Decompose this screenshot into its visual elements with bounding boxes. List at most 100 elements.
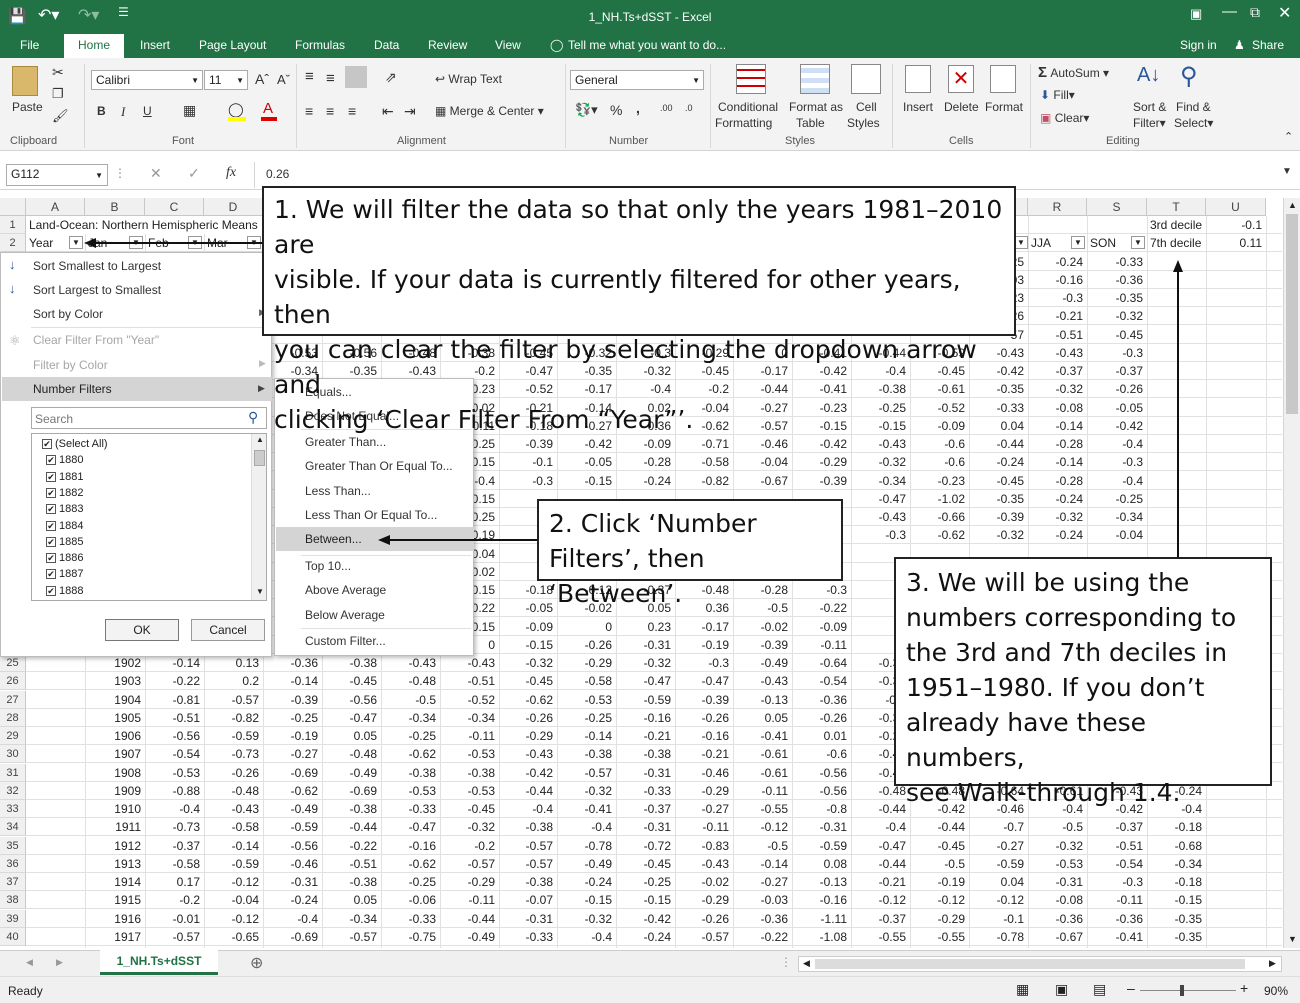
filter-ok-button[interactable]: OK [105,619,179,641]
cell[interactable]: -0.57 [467,856,495,871]
cell[interactable]: 0 [781,345,788,360]
cell[interactable]: -0.7 [1003,820,1024,835]
cell[interactable]: 0.05 [764,710,788,725]
cell[interactable]: -0.4 [885,364,906,378]
cell[interactable]: -0.26 [1115,382,1143,397]
cell[interactable]: -0.45 [525,674,553,689]
cell[interactable]: -0.29 [701,783,729,798]
cell[interactable]: -0.48 [878,783,906,798]
format-cells-button[interactable]: Format [985,100,1024,114]
cell[interactable]: -0.39 [525,437,553,451]
expand-formula-icon[interactable]: ▼ [1282,166,1292,177]
cell[interactable]: -0.62 [525,692,553,707]
cell[interactable]: -0.34 [878,473,906,488]
bold-button[interactable]: B [97,104,106,118]
cell[interactable]: -0.43 [408,364,436,378]
number-format-box[interactable]: General ▼ [570,70,704,90]
cell[interactable]: -0.37 [878,911,906,926]
checkbox-icon[interactable]: ✔ [46,504,56,515]
cell[interactable]: -0.11 [702,820,729,835]
cell[interactable]: -0.2 [474,364,495,378]
cell[interactable]: -0.58 [231,820,259,835]
cell[interactable]: -0.17 [701,619,729,634]
cell[interactable]: -0.49 [349,765,377,780]
cell[interactable]: -0.38 [584,747,612,762]
cell[interactable]: 0.11 [1239,236,1262,251]
cell[interactable]: 0.04 [1000,875,1024,889]
cell[interactable]: -0.52 [467,692,495,707]
cell[interactable]: 3rd decile [1150,218,1203,232]
cell[interactable]: -0.35 [1115,291,1143,305]
cell[interactable]: -0.44 [760,382,788,397]
less-than-item[interactable]: Less Than... [305,484,371,498]
cell-styles-label2[interactable]: Styles [847,116,880,130]
cell[interactable]: -0.02 [760,619,788,634]
cell[interactable]: -0.19 [290,729,318,743]
cell[interactable]: -0.43 [760,674,788,689]
cell[interactable]: -0.12 [760,820,788,835]
cell[interactable]: -0.62 [701,418,729,433]
cell[interactable]: -0.14 [1055,418,1083,433]
restore-icon[interactable]: ⧉ [1250,4,1260,20]
cell[interactable]: -0.34 [349,911,377,926]
sort-by-color-item[interactable]: Sort by Color [33,307,104,321]
cell[interactable]: -0.71 [701,437,729,451]
cell[interactable]: -0.42 [819,437,847,451]
cell[interactable]: -0.45 [937,364,965,378]
undo-icon[interactable]: ↶▾ [38,7,60,24]
cell[interactable]: -0.44 [878,802,906,816]
cell[interactable]: 1914 [114,875,141,889]
tell-me-box[interactable]: Tell me what you want to do... [568,38,727,52]
filter-dropdown-icon[interactable]: ▼ [1014,236,1028,250]
cell[interactable]: -0.12 [231,911,259,926]
cell[interactable]: -0.4 [650,382,671,397]
font-color-icon[interactable]: A [263,100,274,117]
cell[interactable]: -0.25 [1115,491,1143,506]
cell[interactable]: -0.02 [584,601,612,616]
cell[interactable]: -0.3 [650,345,671,360]
cell[interactable]: -0.67 [760,473,788,488]
cell[interactable]: -0.55 [878,929,906,944]
greater-than-or-equal-item[interactable]: Greater Than Or Equal To... [305,459,453,473]
cell[interactable]: -0.38 [349,802,377,816]
shrink-font-icon[interactable]: Aˇ [277,72,290,87]
filter-list-item[interactable]: ✔ 1882 [46,487,83,499]
cell[interactable]: -0.13 [760,692,788,707]
cell[interactable]: -0.18 [525,583,553,597]
cell[interactable]: -0.42 [643,911,671,926]
cell[interactable]: -0.51 [172,710,200,725]
cell[interactable]: -0.56 [819,783,847,798]
cell[interactable]: -0.38 [349,656,377,670]
cell[interactable]: 1905 [114,710,141,725]
align-bottom-icon[interactable] [345,66,367,88]
cell[interactable]: -0.22 [172,674,200,689]
cell[interactable]: -0.29 [584,656,612,670]
cell[interactable]: -0.56 [819,765,847,780]
align-middle-icon[interactable]: ≡ [326,70,335,87]
cell[interactable]: -0.8 [826,802,847,816]
cell[interactable]: 0.02 [471,400,495,415]
cell[interactable]: 0.15 [471,455,495,470]
cell[interactable]: -0.33 [408,911,436,926]
cell[interactable]: -0.15 [819,418,847,433]
align-center-icon[interactable]: ≡ [326,103,335,119]
cell[interactable]: -0.52 [525,382,553,397]
cell[interactable]: 1912 [114,838,141,853]
cell[interactable]: -0.14 [760,856,788,871]
custom-filter-item[interactable]: Custom Filter... [305,634,386,648]
cell[interactable]: -0.38 [525,820,553,835]
tab-data[interactable]: Data [374,38,400,52]
cell[interactable]: 1913 [114,856,141,871]
cell[interactable]: -0.83 [701,838,729,853]
cell[interactable]: -0.43 [408,656,436,670]
cell[interactable]: -1.11 [820,911,847,926]
cell[interactable]: -0.43 [996,345,1024,360]
cell[interactable]: -0.61 [760,765,788,780]
align-right-icon[interactable]: ≡ [348,103,357,119]
page-break-view-icon[interactable]: ▤ [1093,981,1107,997]
cell[interactable]: -0.42 [1115,802,1143,816]
cell[interactable]: -0.73 [231,747,259,762]
delete-cells-button[interactable]: Delete [944,100,979,114]
cell[interactable]: -0.62 [937,528,965,543]
cell[interactable]: -0.59 [819,838,847,853]
